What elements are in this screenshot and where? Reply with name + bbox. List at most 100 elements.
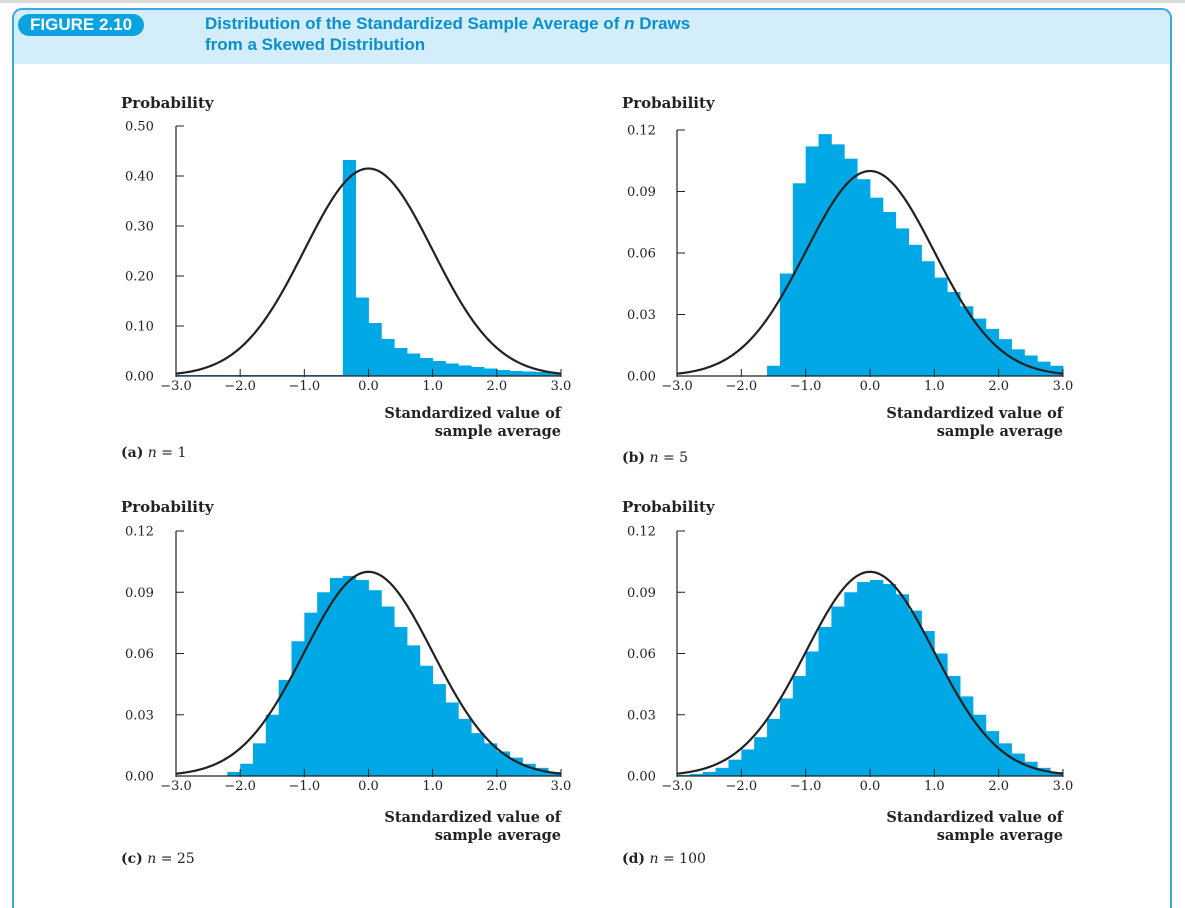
caption-b: (b) n = 5 xyxy=(622,450,688,466)
x-tick-label: 0.0 xyxy=(860,779,881,794)
histogram-bar xyxy=(921,631,935,776)
histogram-bar xyxy=(471,733,485,776)
histogram-bar xyxy=(1024,355,1038,376)
histogram-bar xyxy=(394,626,408,776)
x-tick-label: 1.0 xyxy=(422,379,443,394)
histogram-bar xyxy=(471,367,485,376)
histogram-bar xyxy=(407,645,421,776)
histogram-bar xyxy=(419,358,434,376)
y-tick-label: 0.12 xyxy=(627,525,656,540)
histogram-bar xyxy=(779,698,794,776)
histogram-bar xyxy=(432,361,446,376)
caption-a-letter: (a) xyxy=(121,445,144,461)
x-axis-label-line1: Standardized value of xyxy=(886,809,1064,826)
y-tick-label: 0.40 xyxy=(125,170,154,185)
x-tick-label: 2.0 xyxy=(988,379,1009,394)
histogram-bar xyxy=(908,610,922,776)
histogram-bar xyxy=(368,323,382,376)
title-line1-prefix: Distribution of the Standardized Sample … xyxy=(205,14,625,33)
histogram-bar xyxy=(767,365,781,376)
histogram-bar xyxy=(844,592,858,776)
normal-density-curve xyxy=(676,570,1064,775)
histogram-bar xyxy=(844,158,858,376)
y-tick-label: 0.00 xyxy=(627,370,656,385)
y-tick-label: 0.00 xyxy=(627,770,656,785)
caption-b-rest: = 5 xyxy=(658,450,689,466)
x-tick-label: 3.0 xyxy=(1053,779,1074,794)
x-tick-label: 0.0 xyxy=(860,379,881,394)
y-tick-label: 0.03 xyxy=(627,308,656,323)
y-tick-label: 0.50 xyxy=(125,120,154,135)
x-tick-label: −3.0 xyxy=(160,779,192,794)
histogram-bar xyxy=(870,580,884,776)
x-tick-label: 1.0 xyxy=(924,779,945,794)
histogram-bar xyxy=(998,339,1012,376)
histogram-bar xyxy=(792,183,807,376)
x-tick-label: 1.0 xyxy=(422,779,443,794)
y-axis-label: Probability xyxy=(121,94,215,112)
x-tick-label: 0.0 xyxy=(358,779,379,794)
x-tick-label: 1.0 xyxy=(924,379,945,394)
x-tick-label: 0.0 xyxy=(358,379,379,394)
histogram-bar xyxy=(908,244,922,376)
caption-c-rest: = 25 xyxy=(156,851,195,867)
x-tick-label: −1.0 xyxy=(289,379,321,394)
histogram-bar xyxy=(741,749,755,776)
figure-header xyxy=(14,10,1170,64)
caption-c-n: n xyxy=(147,851,157,867)
histogram-bar xyxy=(394,348,408,376)
histogram-bar xyxy=(702,771,716,776)
y-tick-label: 0.00 xyxy=(125,370,154,385)
y-tick-label: 0.20 xyxy=(125,270,154,285)
histogram-bar xyxy=(882,584,897,776)
y-tick-label: 0.30 xyxy=(125,220,154,235)
histogram-bar xyxy=(934,653,948,776)
x-tick-label: 2.0 xyxy=(988,779,1009,794)
x-tick-label: −1.0 xyxy=(289,779,321,794)
x-tick-label: −3.0 xyxy=(160,379,192,394)
histogram-bar xyxy=(934,277,948,376)
histogram-bar xyxy=(407,353,421,376)
histogram-bar xyxy=(895,594,909,776)
y-tick-label: 0.03 xyxy=(627,708,656,723)
histogram-bar xyxy=(458,718,472,776)
histogram-bar xyxy=(484,743,498,776)
x-axis-label-line1: Standardized value of xyxy=(886,405,1064,422)
histogram-bar xyxy=(355,580,369,776)
histogram-bar xyxy=(342,160,357,376)
title-italic-n: n xyxy=(624,14,635,33)
histogram-bar xyxy=(689,773,704,776)
normal-density-curve xyxy=(676,169,1064,375)
x-tick-label: 3.0 xyxy=(1053,379,1074,394)
x-tick-label: −1.0 xyxy=(790,779,822,794)
histogram-bar xyxy=(484,368,498,376)
histogram-bar xyxy=(805,146,819,376)
x-tick-label: 3.0 xyxy=(551,379,572,394)
histogram-bar xyxy=(767,718,781,776)
histogram-bar xyxy=(1037,767,1051,776)
histogram-bar xyxy=(960,306,974,376)
caption-c-letter: (c) xyxy=(121,851,143,867)
normal-density-curve xyxy=(175,167,562,375)
histogram-bar xyxy=(458,365,472,376)
caption-c: (c) n = 25 xyxy=(121,851,195,867)
x-tick-label: 3.0 xyxy=(551,779,572,794)
x-tick-label: −2.0 xyxy=(726,379,758,394)
histogram-bar xyxy=(522,371,536,376)
histogram-bar xyxy=(278,680,292,776)
caption-a: (a) n = 1 xyxy=(121,445,186,461)
x-axis-label-line2: sample average xyxy=(435,423,561,440)
histogram-bar xyxy=(728,759,742,776)
histogram-bar xyxy=(882,212,897,376)
histogram-bar xyxy=(754,737,768,776)
histogram-bar xyxy=(857,179,871,376)
x-tick-label: −2.0 xyxy=(224,779,256,794)
y-tick-label: 0.06 xyxy=(627,647,656,662)
y-axis-label: Probability xyxy=(121,498,215,516)
histogram-bar xyxy=(227,771,241,776)
histogram-bar xyxy=(985,731,1000,776)
x-axis-label-line1: Standardized value of xyxy=(384,809,562,826)
